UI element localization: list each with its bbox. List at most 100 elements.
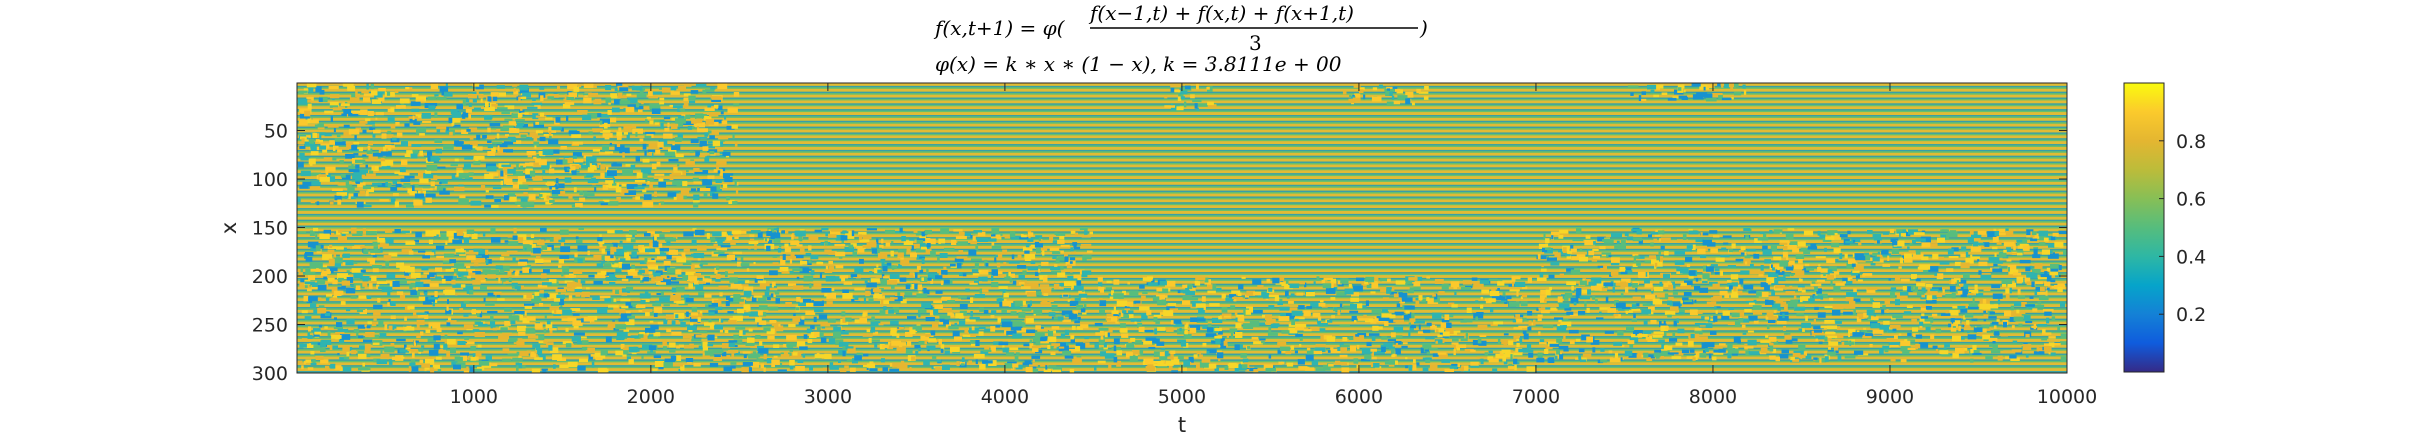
heatmap-cell (372, 241, 380, 245)
heatmap-cell (604, 255, 615, 261)
heatmap-cell (1221, 306, 1228, 313)
heatmap-cell (1907, 332, 1912, 336)
heatmap-cell (642, 183, 647, 187)
heatmap-cell (1278, 361, 1285, 365)
heatmap-cell (366, 325, 371, 329)
heatmap-cell (1569, 313, 1578, 317)
heatmap-cell (1599, 287, 1608, 292)
heatmap-cell (656, 293, 662, 295)
heatmap-cell (371, 276, 377, 281)
heatmap-cell (1487, 356, 1494, 361)
heatmap-cell (658, 181, 666, 188)
heatmap-band (297, 184, 2067, 187)
heatmap-cell (352, 246, 361, 249)
heatmap-cell (923, 287, 927, 294)
heatmap-cell (308, 296, 318, 302)
heatmap-cell (2038, 230, 2048, 237)
heatmap-cell (2037, 292, 2046, 295)
heatmap-cell (1451, 342, 1459, 345)
heatmap-cell (628, 359, 634, 364)
heatmap-cell (318, 305, 325, 308)
heatmap-cell (1020, 286, 1031, 289)
heatmap-cell (1554, 355, 1558, 360)
heatmap-cell (539, 195, 547, 198)
heatmap-cell (1011, 235, 1021, 240)
heatmap-band (297, 141, 2067, 145)
heatmap-cell (337, 182, 346, 186)
heatmap-cell (430, 83, 438, 90)
heatmap-cell (457, 271, 469, 276)
heatmap-cell (1503, 361, 1508, 365)
heatmap-cell (336, 192, 348, 196)
heatmap-cell (971, 343, 976, 347)
heatmap-cell (1738, 250, 1744, 254)
heatmap-cell (1272, 277, 1280, 284)
heatmap-cell (1819, 357, 1822, 363)
heatmap-cell (1511, 278, 1516, 283)
heatmap-cell (2026, 258, 2038, 261)
heatmap-cell (1384, 360, 1391, 365)
heatmap-cell (478, 254, 489, 259)
heatmap-cell (1393, 326, 1404, 332)
heatmap-cell (1968, 290, 1979, 294)
heatmap-cell (413, 199, 423, 206)
heatmap-cell (704, 132, 709, 137)
heatmap-cell (954, 258, 964, 263)
heatmap-cell (341, 232, 346, 236)
heatmap-cell (1526, 366, 1536, 372)
heatmap-cell (856, 246, 864, 249)
heatmap-cell (1773, 256, 1782, 261)
heatmap-cell (1094, 322, 1103, 326)
heatmap-cell (348, 113, 359, 117)
heatmap-cell (549, 237, 554, 242)
heatmap-cell (424, 313, 429, 320)
heatmap-cell (726, 234, 733, 241)
heatmap-cell (399, 265, 411, 272)
heatmap-cell (929, 310, 934, 316)
heatmap-cell (1523, 333, 1529, 340)
heatmap-cell (297, 360, 303, 363)
heatmap-cell (792, 268, 803, 272)
heatmap-cell (1024, 253, 1036, 259)
heatmap-cell (369, 170, 374, 174)
heatmap-cell (942, 364, 950, 370)
heatmap-cell (1185, 286, 1189, 292)
heatmap-cell (325, 166, 336, 172)
heatmap-cell (1331, 315, 1335, 319)
heatmap-cell (1143, 340, 1153, 345)
heatmap-cell (694, 122, 705, 128)
heatmap-cell (1945, 294, 1953, 297)
heatmap-cell (939, 319, 949, 325)
heatmap-cell (560, 127, 564, 132)
heatmap-cell (555, 288, 566, 293)
heatmap-cell (1801, 322, 1811, 328)
heatmap-cell (1001, 321, 1013, 328)
heatmap-cell (688, 283, 693, 289)
heatmap-cell (1153, 361, 1164, 364)
heatmap-cell (327, 277, 335, 282)
heatmap-cell (905, 331, 913, 337)
heatmap-cell (1198, 308, 1205, 314)
heatmap-cell (1543, 233, 1546, 239)
heatmap-cell (743, 354, 747, 359)
heatmap-cell (871, 316, 875, 322)
heatmap-cell (660, 123, 664, 129)
heatmap-cell (828, 260, 833, 265)
heatmap-cell (783, 351, 789, 355)
heatmap-cell (629, 230, 637, 235)
heatmap-cell (332, 97, 335, 101)
heatmap-cell (499, 268, 505, 274)
heatmap-cell (970, 311, 973, 317)
heatmap-cell (1068, 313, 1078, 320)
heatmap-cell (854, 319, 860, 323)
heatmap-cell (1813, 326, 1824, 330)
heatmap-cell (711, 96, 723, 100)
heatmap-cell (1035, 271, 1039, 276)
heatmap-cell (396, 132, 403, 137)
heatmap-cell (1410, 325, 1416, 329)
heatmap-cell (1366, 284, 1373, 289)
heatmap-cell (463, 238, 469, 243)
heatmap-cell (522, 92, 531, 98)
heatmap-cell (1010, 311, 1017, 316)
heatmap-cell (2002, 283, 2007, 287)
